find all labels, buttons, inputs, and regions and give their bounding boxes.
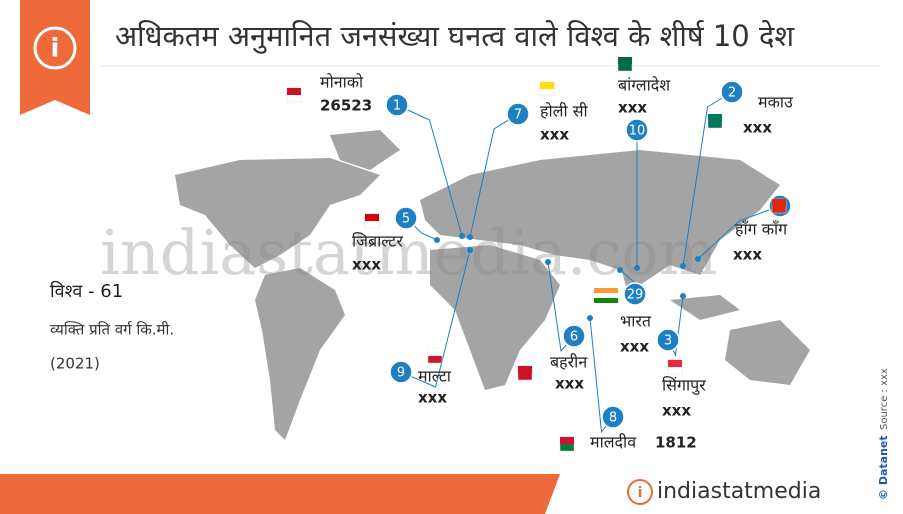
country-name: मकाउ <box>758 93 794 112</box>
leader-line <box>619 269 636 284</box>
rank-badge <box>720 80 744 104</box>
country-value: xxx <box>733 246 762 264</box>
location-dot <box>634 265 640 271</box>
rank-badge <box>394 206 418 230</box>
rank-number: 3 <box>664 334 672 349</box>
info-i: i <box>51 34 60 64</box>
world-unit: व्यक्ति प्रति वर्ग कि.मी. <box>50 321 174 339</box>
rank-badge <box>601 405 625 429</box>
country-name: बांग्लादेश <box>618 76 671 95</box>
location-dot <box>695 256 701 262</box>
location-dot <box>467 247 473 253</box>
world-label: विश्व - 61 <box>50 280 123 302</box>
flag-part <box>287 88 301 95</box>
rank-number: 5 <box>402 212 410 227</box>
country-value: xxx <box>352 256 381 274</box>
brand-i: i <box>638 485 643 501</box>
title: अधिकतम अनुमानित जनसंख्या घनत्व वाले विश्… <box>115 19 795 54</box>
country-name: जिब्राल्टर <box>352 232 403 251</box>
country-name: हाँग काँग <box>735 220 788 239</box>
info-badge <box>20 0 90 115</box>
country-name: मालदीव <box>590 433 637 452</box>
country-name: सिंगापुर <box>662 376 706 396</box>
country-name: मोनाको <box>320 73 364 92</box>
country-value: xxx <box>418 389 447 407</box>
location-dot <box>434 237 440 243</box>
flag-part <box>668 360 682 367</box>
flag <box>594 288 618 293</box>
location-dot <box>467 234 473 240</box>
location-dot <box>680 263 686 269</box>
location-dot <box>545 259 551 265</box>
footer-bar <box>0 474 540 514</box>
location-dot <box>459 233 465 239</box>
flag-part <box>540 82 554 89</box>
rank-number: 10 <box>629 124 646 139</box>
country-value: xxx <box>743 119 772 137</box>
leader-line <box>396 104 463 237</box>
rank-number: 29 <box>627 288 644 303</box>
info-icon <box>33 26 77 70</box>
rank-badge <box>623 282 647 306</box>
flag-part <box>365 214 379 221</box>
flag-part <box>594 293 618 298</box>
country-value: xxx <box>662 402 691 420</box>
rank-number: 9 <box>397 366 405 381</box>
credit: © Datanet <box>877 435 890 500</box>
country-value: 26523 <box>320 97 372 115</box>
rank-number: 2 <box>728 86 736 101</box>
country-name: माल्टा <box>418 367 452 386</box>
flag-part <box>518 366 532 373</box>
rank-number: 6 <box>570 330 578 345</box>
country-value: xxx <box>618 99 647 117</box>
source: Source : xxx <box>879 368 890 430</box>
rank-badge <box>656 328 680 352</box>
rank-badge <box>562 324 586 348</box>
rank-number: 7 <box>514 108 522 123</box>
location-dot <box>617 267 623 273</box>
brand-icon <box>627 479 653 505</box>
flag-part <box>618 57 632 64</box>
country-value: xxx <box>540 126 569 144</box>
country-name: बहरीन <box>550 353 588 372</box>
country-name: भारत <box>620 312 652 331</box>
country-value: xxx <box>555 375 584 393</box>
footer-slant <box>525 474 560 514</box>
leader-line <box>697 205 781 260</box>
flag-part <box>772 199 786 206</box>
rank-badge <box>385 93 409 117</box>
flag-part <box>428 349 442 356</box>
rank-number: 1 <box>393 99 401 114</box>
flag-part <box>560 437 574 444</box>
location-dot <box>587 315 593 321</box>
rank-number: 8 <box>609 411 617 426</box>
leader-line <box>400 249 471 388</box>
country-value: xxx <box>620 338 649 356</box>
rank-badge <box>506 102 530 126</box>
flag-part <box>708 114 722 121</box>
brand: indiastatmedia <box>657 479 821 504</box>
rank-badge <box>625 118 649 142</box>
world-year: (2021) <box>50 355 100 373</box>
country-name: होली सी <box>540 102 589 121</box>
flag-part <box>594 298 618 303</box>
rank-badge <box>389 360 413 384</box>
country-value: 1812 <box>655 434 697 452</box>
location-dot <box>680 293 686 299</box>
